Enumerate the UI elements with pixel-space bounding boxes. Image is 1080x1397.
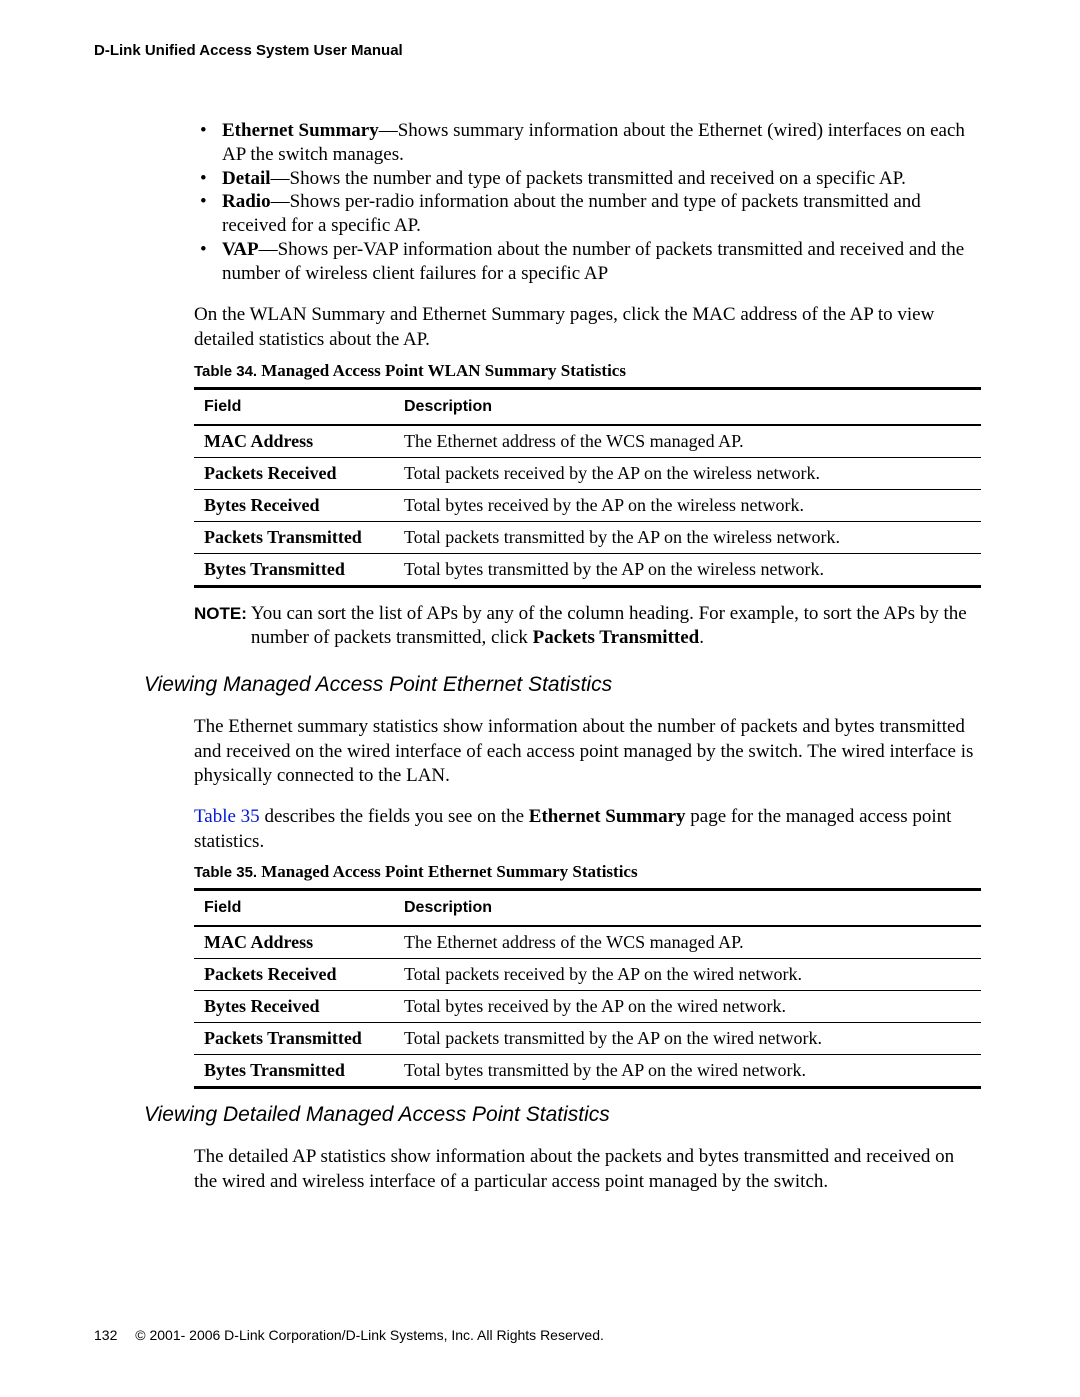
cell-desc: Total bytes received by the AP on the wi…: [394, 991, 981, 1023]
table-35: Field Description MAC AddressThe Etherne…: [194, 888, 981, 1089]
caption-text: Managed Access Point Ethernet Summary St…: [261, 862, 637, 881]
paragraph: The Ethernet summary statistics show inf…: [194, 715, 981, 789]
bullet-text: —Shows the number and type of packets tr…: [271, 168, 906, 189]
note-label: NOTE:: [194, 602, 251, 651]
table-35-link[interactable]: Table 35: [194, 806, 260, 827]
list-item: Radio—Shows per-radio information about …: [194, 190, 981, 238]
cell-desc: The Ethernet address of the WCS managed …: [394, 926, 981, 959]
table-row: Packets TransmittedTotal packets transmi…: [194, 521, 981, 553]
bullet-text: —Shows per-radio information about the n…: [222, 191, 921, 236]
manual-header: D-Link Unified Access System User Manual: [94, 42, 986, 59]
bullet-list: Ethernet Summary—Shows summary informati…: [194, 119, 981, 285]
table-row: MAC AddressThe Ethernet address of the W…: [194, 425, 981, 458]
column-header-field: Field: [194, 890, 394, 927]
cell-desc: Total bytes received by the AP on the wi…: [394, 489, 981, 521]
bullet-term: Detail: [222, 168, 271, 189]
cell-desc: The Ethernet address of the WCS managed …: [394, 425, 981, 458]
page-number: 132: [94, 1327, 117, 1343]
note-bold: Packets Transmitted: [533, 627, 700, 648]
column-header-description: Description: [394, 388, 981, 425]
list-item: Ethernet Summary—Shows summary informati…: [194, 119, 981, 167]
cell-field: Bytes Transmitted: [194, 1055, 394, 1088]
cell-field: Packets Transmitted: [194, 1023, 394, 1055]
note-text-after: .: [699, 627, 704, 648]
para-text: describes the fields you see on the: [260, 806, 529, 827]
cell-desc: Total bytes transmitted by the AP on the…: [394, 1055, 981, 1088]
table-row: Bytes ReceivedTotal bytes received by th…: [194, 991, 981, 1023]
cell-field: Bytes Received: [194, 489, 394, 521]
table-row: Packets TransmittedTotal packets transmi…: [194, 1023, 981, 1055]
caption-label: Table 35.: [194, 864, 261, 881]
para-bold: Ethernet Summary: [529, 806, 686, 827]
bullet-term: VAP: [222, 239, 259, 260]
list-item: VAP—Shows per-VAP information about the …: [194, 238, 981, 286]
cell-desc: Total packets transmitted by the AP on t…: [394, 521, 981, 553]
note-block: NOTE: You can sort the list of APs by an…: [194, 602, 981, 651]
table-row: Packets ReceivedTotal packets received b…: [194, 457, 981, 489]
cell-desc: Total packets received by the AP on the …: [394, 457, 981, 489]
caption-text: Managed Access Point WLAN Summary Statis…: [261, 361, 626, 380]
column-header-description: Description: [394, 890, 981, 927]
list-item: Detail—Shows the number and type of pack…: [194, 167, 981, 191]
page-footer: 132 © 2001- 2006 D-Link Corporation/D-Li…: [94, 1327, 604, 1343]
main-content: Ethernet Summary—Shows summary informati…: [194, 119, 981, 651]
table-row: Bytes ReceivedTotal bytes received by th…: [194, 489, 981, 521]
table-34-caption: Table 34. Managed Access Point WLAN Summ…: [194, 361, 981, 381]
cell-field: MAC Address: [194, 425, 394, 458]
bullet-term: Ethernet Summary: [222, 120, 379, 141]
section-heading-ethernet: Viewing Managed Access Point Ethernet St…: [144, 673, 986, 697]
cell-desc: Total packets transmitted by the AP on t…: [394, 1023, 981, 1055]
paragraph: The detailed AP statistics show informat…: [194, 1145, 981, 1194]
bullet-term: Radio: [222, 191, 271, 212]
cell-field: Packets Received: [194, 959, 394, 991]
table-row: Packets ReceivedTotal packets received b…: [194, 959, 981, 991]
paragraph: On the WLAN Summary and Ethernet Summary…: [194, 303, 981, 352]
table-row: Bytes TransmittedTotal bytes transmitted…: [194, 1055, 981, 1088]
section-content: The detailed AP statistics show informat…: [194, 1145, 981, 1194]
table-35-caption: Table 35. Managed Access Point Ethernet …: [194, 862, 981, 882]
section-content: The Ethernet summary statistics show inf…: [194, 715, 981, 1089]
column-header-field: Field: [194, 388, 394, 425]
caption-label: Table 34.: [194, 363, 261, 380]
table-34: Field Description MAC AddressThe Etherne…: [194, 387, 981, 588]
cell-field: MAC Address: [194, 926, 394, 959]
table-row: MAC AddressThe Ethernet address of the W…: [194, 926, 981, 959]
cell-field: Bytes Received: [194, 991, 394, 1023]
table-row: Bytes TransmittedTotal bytes transmitted…: [194, 553, 981, 586]
cell-field: Packets Transmitted: [194, 521, 394, 553]
copyright-text: © 2001- 2006 D-Link Corporation/D-Link S…: [135, 1327, 604, 1343]
bullet-text: —Shows per-VAP information about the num…: [222, 239, 964, 284]
note-text: You can sort the list of APs by any of t…: [251, 602, 981, 651]
cell-field: Packets Received: [194, 457, 394, 489]
paragraph: Table 35 describes the fields you see on…: [194, 805, 981, 854]
cell-desc: Total packets received by the AP on the …: [394, 959, 981, 991]
cell-field: Bytes Transmitted: [194, 553, 394, 586]
section-heading-detailed: Viewing Detailed Managed Access Point St…: [144, 1103, 986, 1127]
cell-desc: Total bytes transmitted by the AP on the…: [394, 553, 981, 586]
